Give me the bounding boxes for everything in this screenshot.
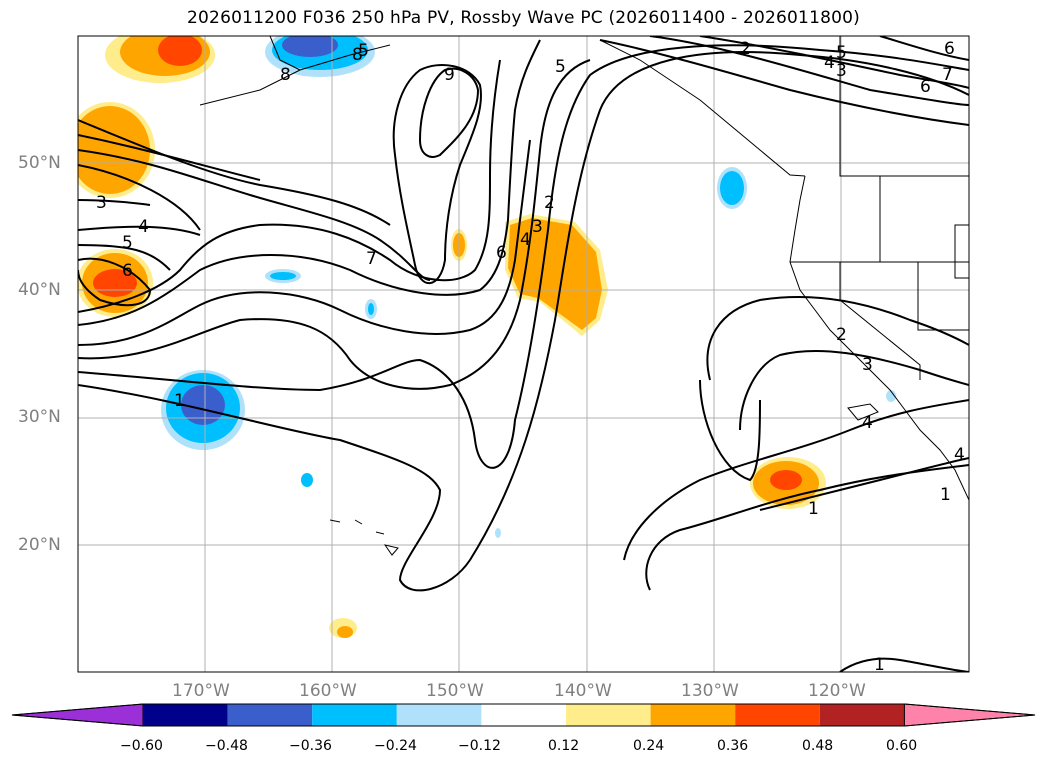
anomaly-shading xyxy=(78,36,896,638)
colorbar-tick-label: −0.60 xyxy=(120,738,163,754)
negative-anomaly-small-1 xyxy=(265,269,301,283)
contour-label: 2 xyxy=(836,325,847,345)
graticule xyxy=(78,36,969,672)
positive-anomaly-top xyxy=(105,36,215,83)
colorbar-outline xyxy=(11,703,1036,727)
colorbar-segment xyxy=(143,704,228,726)
map-title: 2026011200 F036 250 hPa PV, Rossby Wave … xyxy=(187,8,860,28)
lat-label: 40°N xyxy=(18,280,61,300)
contour-label: 6 xyxy=(944,39,955,59)
colorbar-segment xyxy=(312,704,397,726)
colorbar-segment xyxy=(735,704,820,726)
colorbar-extend-low xyxy=(11,703,144,727)
contour-label: 5 xyxy=(555,57,566,77)
colorbar xyxy=(11,703,1036,727)
contour-label: 7 xyxy=(942,65,953,85)
positive-anomaly-sw xyxy=(329,618,357,638)
colorbar-tick-label: 0.60 xyxy=(886,738,918,754)
contour-label: 1 xyxy=(808,499,819,519)
contour-label: 2 xyxy=(740,39,751,59)
positive-anomaly-e xyxy=(750,457,826,509)
contour-label: 5 xyxy=(122,233,133,253)
contour-label: 6 xyxy=(122,261,133,281)
negative-anomaly-small-2 xyxy=(365,299,377,319)
contour-label: 4 xyxy=(520,230,531,250)
lat-label: 30°N xyxy=(18,407,61,427)
colorbar-tick-label: 0.36 xyxy=(717,738,749,754)
lon-label: 140°W xyxy=(554,681,612,701)
plot-area: 2 5 4 3 6 7 5 6 8 9 5 4 6 3 4 5 6 7 8 2 … xyxy=(78,36,969,675)
contour-label: 3 xyxy=(96,193,107,213)
contour-label: 5 xyxy=(358,41,369,61)
contour-label: 5 xyxy=(836,43,847,63)
contour-label: 3 xyxy=(862,355,873,375)
plot-frame xyxy=(77,35,970,673)
contour-label: 8 xyxy=(352,45,363,65)
colorbar-tick-label: −0.36 xyxy=(289,738,332,754)
contour-label: 6 xyxy=(496,243,507,263)
colorbar-tick-label: 0.12 xyxy=(548,738,580,754)
contour-label: 4 xyxy=(138,217,149,237)
colorbar-tick-label: −0.24 xyxy=(374,738,417,754)
positive-anomaly-center xyxy=(505,214,608,336)
colorbar-segment xyxy=(481,704,566,726)
lat-label: 50°N xyxy=(18,153,61,173)
lon-label: 160°W xyxy=(299,681,357,701)
contour-label: 2 xyxy=(544,193,555,213)
colorbar-segment xyxy=(566,704,651,726)
coastlines xyxy=(199,36,969,556)
contour-label: 6 xyxy=(920,77,931,97)
contour-label: 3 xyxy=(532,217,543,237)
colorbar-extend-high xyxy=(903,703,1036,727)
negative-anomaly-small-3 xyxy=(301,390,896,538)
colorbar-segment xyxy=(819,704,905,726)
contour-label: 7 xyxy=(366,249,377,269)
contour-labels: 2 5 4 3 6 7 5 6 8 9 5 4 6 3 4 5 6 7 8 2 … xyxy=(96,39,965,675)
lon-label: 150°W xyxy=(426,681,484,701)
contour-label: 8 xyxy=(280,65,291,85)
lon-label: 170°W xyxy=(172,681,230,701)
colorbar-tick-label: −0.12 xyxy=(458,738,501,754)
contour-label: 4 xyxy=(824,53,835,73)
contour-label: 1 xyxy=(874,655,885,675)
lat-label: 20°N xyxy=(18,535,61,555)
colorbar-tick-label: 0.48 xyxy=(802,738,834,754)
colorbar-tick-label: −0.48 xyxy=(205,738,248,754)
contour-label: 4 xyxy=(862,413,873,433)
contour-label: 3 xyxy=(836,61,847,81)
colorbar-segment xyxy=(396,704,482,726)
negative-anomaly-ne xyxy=(717,167,747,209)
contour-label: 1 xyxy=(174,391,185,411)
lon-label: 120°W xyxy=(808,681,866,701)
colorbar-segment xyxy=(227,704,313,726)
contour-label: 1 xyxy=(940,485,951,505)
contour-label: 9 xyxy=(444,65,455,85)
lon-label: 130°W xyxy=(681,681,739,701)
colorbar-segment xyxy=(650,704,736,726)
contour-label: 4 xyxy=(954,445,965,465)
colorbar-tick-label: 0.24 xyxy=(633,738,665,754)
pv-contours xyxy=(78,36,969,672)
